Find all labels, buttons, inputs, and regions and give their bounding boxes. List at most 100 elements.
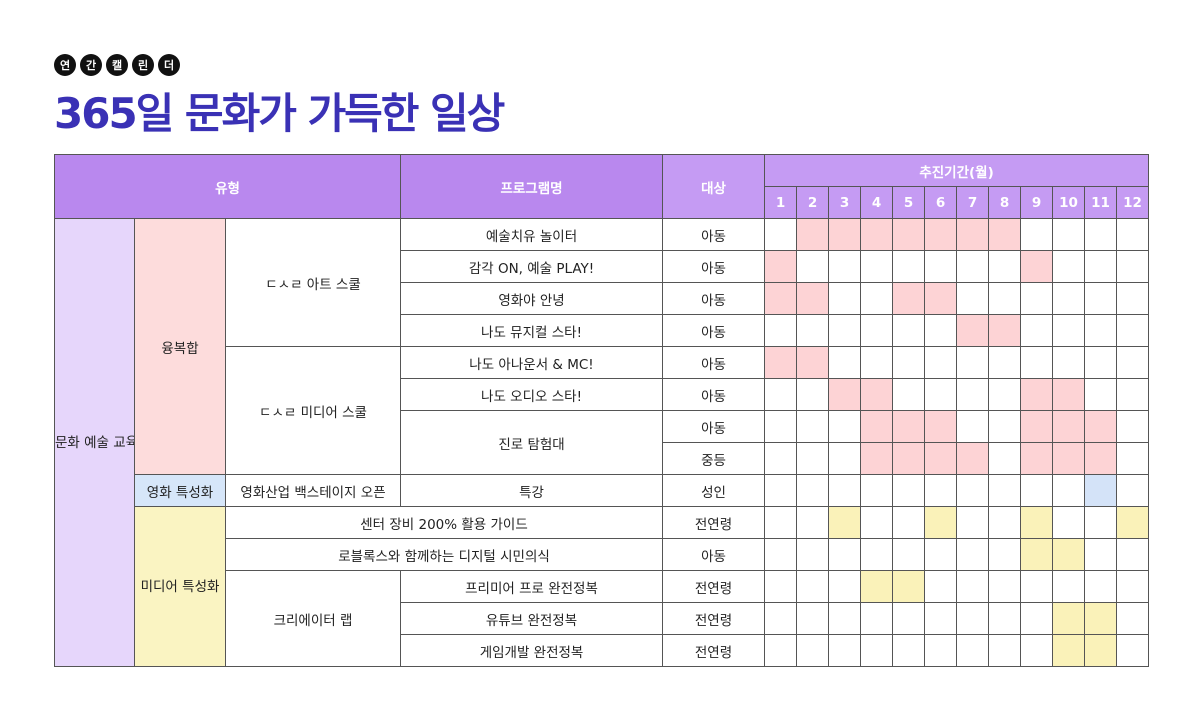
schedule-cell [1084, 282, 1118, 315]
schedule-cell-active [1020, 250, 1054, 283]
schedule-cell [860, 602, 894, 635]
schedule-cell [1020, 602, 1054, 635]
target-cell: 아동 [662, 538, 766, 571]
program-name: 게임개발 완전정복 [400, 634, 664, 667]
program-name: 영화야 안녕 [400, 282, 664, 315]
schedule-cell [892, 346, 926, 379]
schedule-cell [796, 314, 830, 347]
schedule-cell [956, 538, 990, 571]
schedule-cell [1020, 474, 1054, 507]
schedule-cell [796, 378, 830, 411]
schedule-cell-active [956, 442, 990, 475]
schedule-cell [860, 282, 894, 315]
schedule-cell [892, 538, 926, 571]
schedule-cell [1084, 378, 1118, 411]
schedule-cell [828, 570, 862, 603]
schedule-cell-active [764, 250, 798, 283]
schedule-cell-active [1116, 506, 1150, 539]
schedule-cell-active [1020, 378, 1054, 411]
badge-char: 더 [158, 54, 180, 76]
schedule-cell [1084, 538, 1118, 571]
schedule-cell-active [764, 282, 798, 315]
schedule-cell [892, 378, 926, 411]
schedule-cell [828, 346, 862, 379]
schedule-cell [924, 538, 958, 571]
schedule-cell [956, 634, 990, 667]
schedule-cell-active [828, 218, 862, 251]
schedule-cell [988, 506, 1022, 539]
badge-char: 간 [80, 54, 102, 76]
schedule-cell-active [924, 282, 958, 315]
schedule-cell [956, 570, 990, 603]
subgroup-roblox: 로블록스와 함께하는 디지털 시민의식 [224, 538, 664, 571]
schedule-cell [764, 474, 798, 507]
schedule-cell [988, 346, 1022, 379]
schedule-cell-active [1052, 410, 1086, 443]
schedule-cell [764, 538, 798, 571]
target-cell: 전연령 [662, 634, 766, 667]
table-row: 중등 [55, 442, 1150, 475]
schedule-cell-active [1084, 634, 1118, 667]
schedule-cell [860, 346, 894, 379]
schedule-cell [796, 602, 830, 635]
schedule-cell [956, 474, 990, 507]
schedule-cell-active [1020, 410, 1054, 443]
program-name: 예술치유 놀이터 [400, 218, 664, 251]
schedule-cell [796, 506, 830, 539]
table-row: 영화 특성화 영화산업 백스테이지 오픈 특강 성인 [55, 474, 1150, 507]
schedule-cell [1116, 634, 1150, 667]
schedule-cell [1116, 346, 1150, 379]
table-row: 나도 오디오 스타! 아동 [55, 378, 1150, 411]
schedule-cell [1116, 474, 1150, 507]
schedule-cell [924, 250, 958, 283]
schedule-cell [988, 538, 1022, 571]
schedule-cell [892, 634, 926, 667]
schedule-cell [988, 634, 1022, 667]
schedule-cell-active [828, 378, 862, 411]
program-name: 나도 오디오 스타! [400, 378, 664, 411]
schedule-cell [1052, 250, 1086, 283]
schedule-cell [1084, 346, 1118, 379]
schedule-cell [1052, 570, 1086, 603]
schedule-cell [924, 378, 958, 411]
page-title: 365일 문화가 가득한 일상 [54, 89, 505, 138]
schedule-cell [1020, 282, 1054, 315]
schedule-cell [796, 250, 830, 283]
schedule-cell-active [796, 282, 830, 315]
schedule-cell [988, 378, 1022, 411]
table-row: ㄷㅅㄹ 미디어 스쿨 나도 아나운서 & MC! 아동 [55, 346, 1150, 475]
schedule-cell [988, 474, 1022, 507]
schedule-cell-active [860, 218, 894, 251]
schedule-cell [764, 506, 798, 539]
month-header-10: 10 [1052, 186, 1086, 219]
schedule-cell [1052, 474, 1086, 507]
schedule-cell [1116, 410, 1150, 443]
schedule-cell-active [1052, 634, 1086, 667]
schedule-cell [956, 506, 990, 539]
subgroup-creator-lab: 크리에이터 랩 [224, 570, 402, 667]
table-row: 나도 뮤지컬 스타! 아동 [55, 314, 1150, 347]
group-film: 영화 특성화 [134, 474, 226, 507]
schedule-cell [1116, 442, 1150, 475]
schedule-cell-active [1052, 378, 1086, 411]
schedule-cell [1052, 218, 1086, 251]
subgroup-backstage: 영화산업 백스테이지 오픈 [224, 474, 402, 507]
schedule-cell [860, 634, 894, 667]
target-cell: 아동 [662, 378, 766, 411]
schedule-cell-active [1084, 474, 1118, 507]
schedule-cell [892, 474, 926, 507]
table-row: 감각 ON, 예술 PLAY! 아동 [55, 250, 1150, 283]
schedule-cell [828, 250, 862, 283]
schedule-cell [924, 570, 958, 603]
schedule-cell-active [860, 570, 894, 603]
schedule-cell [828, 314, 862, 347]
program-name: 프리미어 프로 완전정복 [400, 570, 664, 603]
target-cell: 아동 [662, 410, 766, 443]
month-header-12: 12 [1116, 186, 1150, 219]
program-name: 나도 뮤지컬 스타! [400, 314, 664, 347]
program-name: 나도 아나운서 & MC! [400, 346, 664, 379]
schedule-cell [892, 250, 926, 283]
schedule-cell [892, 506, 926, 539]
schedule-cell [796, 442, 830, 475]
schedule-cell [860, 506, 894, 539]
